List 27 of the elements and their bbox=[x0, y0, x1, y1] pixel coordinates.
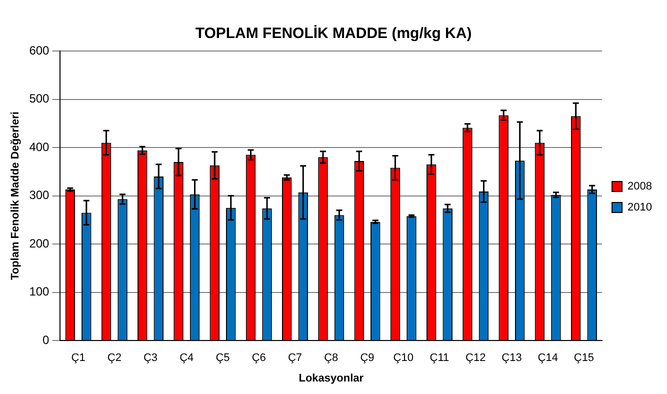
legend-label: 2008 bbox=[628, 180, 652, 193]
x-tick-label: Ç8 bbox=[324, 352, 338, 364]
x-tick-label: Ç13 bbox=[502, 352, 522, 364]
x-tick-label: Ç4 bbox=[180, 352, 194, 364]
x-tick-label: Ç7 bbox=[288, 352, 302, 364]
x-tick-label: Ç9 bbox=[360, 352, 374, 364]
y-axis-title: Toplam Fenolik Madde Değerleri bbox=[10, 112, 22, 280]
x-tick-label: Ç11 bbox=[430, 352, 450, 364]
x-tick-label: Ç1 bbox=[71, 352, 86, 364]
x-tick-label: Ç2 bbox=[107, 352, 122, 364]
x-tick-label: Ç10 bbox=[393, 352, 414, 364]
x-tick-label: Ç14 bbox=[538, 352, 558, 364]
x-tick-label: Ç3 bbox=[143, 352, 158, 364]
y-tick-label: 0 bbox=[42, 332, 50, 347]
chart-title: TOPLAM FENOLİK MADDE (mg/kg KA) bbox=[195, 25, 472, 42]
x-tick-label: Ç15 bbox=[574, 352, 594, 364]
y-tick-label: 600 bbox=[29, 43, 50, 58]
y-tick-label: 300 bbox=[29, 188, 50, 202]
y-tick-label: 400 bbox=[29, 140, 50, 154]
x-tick-label: Ç12 bbox=[466, 352, 486, 364]
y-tick-label: 200 bbox=[29, 236, 50, 250]
y-tick-label: 500 bbox=[29, 92, 50, 106]
legend-label: 2010 bbox=[628, 202, 652, 214]
x-tick-label: Ç6 bbox=[252, 352, 266, 364]
x-axis-title: Lokasyonlar bbox=[298, 372, 364, 384]
y-tick-label: 100 bbox=[29, 284, 50, 299]
x-tick-label: Ç5 bbox=[216, 352, 230, 364]
